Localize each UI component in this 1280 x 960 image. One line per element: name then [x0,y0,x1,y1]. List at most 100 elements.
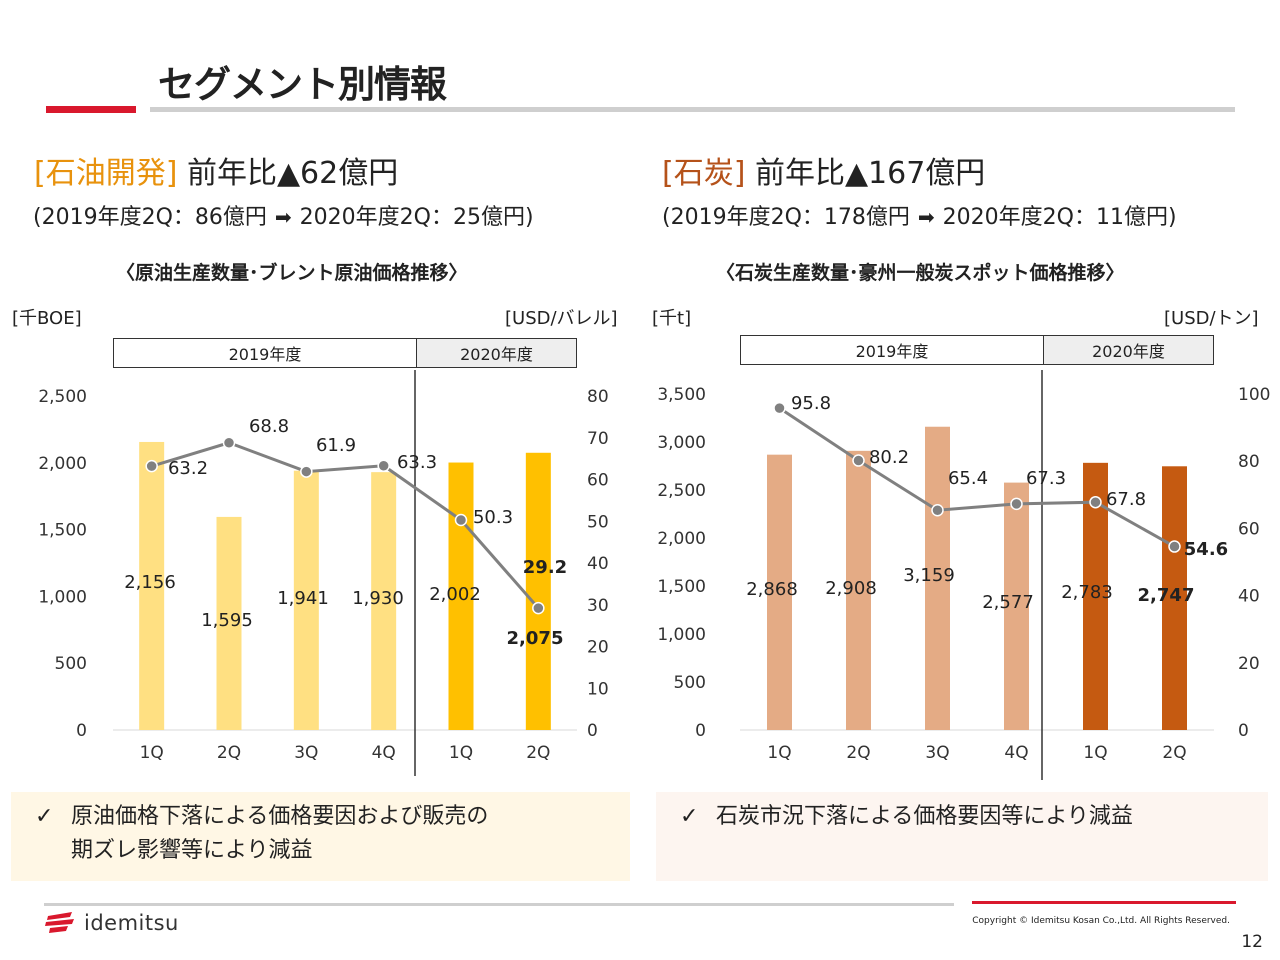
page-number: 12 [1241,932,1263,952]
coal-price-label: 67.3 [1026,468,1066,489]
oil-year-header: 2019年度 2020年度 [113,338,577,368]
coal-bar-label: 2,747 [1138,585,1195,606]
coal-left-tick-label: 3,500 [657,385,706,405]
coal-year-header: 2019年度 2020年度 [740,335,1214,365]
coal-price-point [1010,497,1023,511]
oil-bar [448,462,474,730]
coal-category-label: 2Q [846,743,870,763]
oil-left-tick-label: 2,000 [38,454,87,474]
coal-bar [846,450,871,730]
coal-comparison: (2019年度2Q：178億円 ➡ 2020年度2Q：11億円) [662,199,1177,231]
oil-left-tick-label: 2,500 [38,387,87,407]
oil-bar [293,470,319,730]
coal-price-label: 67.8 [1106,489,1146,510]
oil-price-point [300,465,313,478]
oil-price-point [145,459,158,473]
oil-right-unit: [USD/バレル] [505,308,618,329]
company-logo: idemitsu [44,910,179,936]
coal-price-point [931,504,944,517]
coal-left-unit: [千t] [652,308,692,329]
oil-price-label: 50.3 [473,507,513,528]
oil-curr-value: 2020年度2Q：25億円) [299,205,534,230]
oil-left-tick-label: 1,500 [38,521,87,541]
oil-left-tick-label: 500 [55,654,87,674]
oil-yoy-change: 前年比▲62億円 [186,156,399,191]
coal-bar-label: 2,868 [746,579,798,600]
coal-left-tick-label: 1,500 [657,577,706,597]
oil-price-point [454,513,468,527]
footer-accent-bar [972,901,1236,904]
coal-left-tick-label: 1,000 [657,625,706,645]
coal-year-2020: 2020年度 [1043,336,1213,364]
coal-year-2019: 2019年度 [855,342,929,361]
coal-comment-line1: 石炭市況下落による価格要因等により減益 [716,804,1133,829]
coal-right-tick-label: 20 [1238,654,1260,674]
oil-category-label: 2Q [217,743,241,763]
oil-category-label: 1Q [140,743,164,763]
coal-price-line [778,406,1176,548]
oil-price-point [532,601,545,615]
coal-right-tick-label: 0 [1238,721,1249,741]
coal-prev-value: (2019年度2Q：178億円 [662,205,910,230]
page-title: セグメント別情報 [158,63,447,106]
coal-category-label: 1Q [1083,743,1107,763]
coal-bar [1162,466,1187,730]
coal-bar-label: 3,159 [903,565,955,586]
oil-price-label: 29.2 [523,557,567,578]
coal-left-tick-label: 0 [695,721,706,741]
oil-category-label: 2Q [526,743,550,763]
coal-bar-label: 2,908 [825,578,877,599]
oil-comparison: (2019年度2Q：86億円 ➡ 2020年度2Q：25億円) [33,199,534,231]
title-divider [150,107,1235,112]
coal-category-label: 4Q [1004,743,1028,763]
arrow-right-icon: ➡ [274,205,292,229]
coal-price-point [1168,540,1181,553]
coal-right-tick-label: 100 [1238,385,1270,405]
coal-price-label: 54.6 [1184,539,1228,560]
coal-price-point [1089,495,1102,509]
oil-price-label: 63.2 [168,458,208,479]
oil-bar [525,452,551,730]
coal-right-tick-label: 80 [1238,452,1260,472]
oil-price-label: 68.8 [249,416,289,437]
coal-left-tick-label: 3,000 [657,433,706,453]
oil-right-tick-label: 10 [587,679,609,699]
coal-price-point [773,401,786,415]
coal-bar-label: 2,577 [982,592,1034,613]
oil-price-label: 61.9 [316,435,356,456]
oil-comment-box: ✓ 原油価格下落による価格要因および販売の 期ズレ影響等により減益 [11,792,630,881]
coal-price-label: 95.8 [791,393,831,414]
coal-yoy-change: 前年比▲167億円 [754,156,986,191]
oil-price-label: 63.3 [397,452,437,473]
oil-bar-label: 2,156 [124,572,176,593]
oil-comment-line1: 原油価格下落による価格要因および販売の [71,804,489,829]
oil-prev-value: (2019年度2Q：86億円 [33,205,267,230]
oil-bar [216,516,242,730]
oil-year-2020: 2020年度 [416,339,576,367]
oil-category-label: 4Q [372,743,396,763]
coal-headline: [石炭] 前年比▲167億円 [662,148,985,192]
coal-comment-box: ✓ 石炭市況下落による価格要因等により減益 [656,792,1268,881]
oil-bar [371,472,397,730]
coal-bar-label: 2,783 [1061,582,1113,603]
oil-right-tick-label: 0 [587,721,598,741]
coal-right-tick-label: 60 [1238,519,1260,539]
oil-right-tick-label: 40 [587,554,609,574]
oil-right-tick-label: 30 [587,596,609,616]
oil-bar-label: 2,075 [507,628,564,649]
coal-price-label: 65.4 [948,468,988,489]
coal-right-tick-label: 40 [1238,587,1260,607]
check-icon: ✓ [680,804,699,829]
coal-bar [925,426,950,730]
logo-wordmark: idemitsu [84,911,179,935]
oil-category-label: 3Q [294,743,318,763]
coal-left-tick-label: 2,000 [657,529,706,549]
coal-bar [1004,482,1029,730]
oil-bar-label: 1,595 [201,610,253,631]
coal-category-label: 3Q [925,743,949,763]
oil-chart: 0 500 1,000 1,500 2,000 2,500 0 10 20 30 40 50 60 70 8… [38,370,609,776]
footer-divider [44,903,954,906]
coal-price-label: 80.2 [869,447,909,468]
oil-bar [139,441,165,730]
oil-price-point [377,459,390,472]
